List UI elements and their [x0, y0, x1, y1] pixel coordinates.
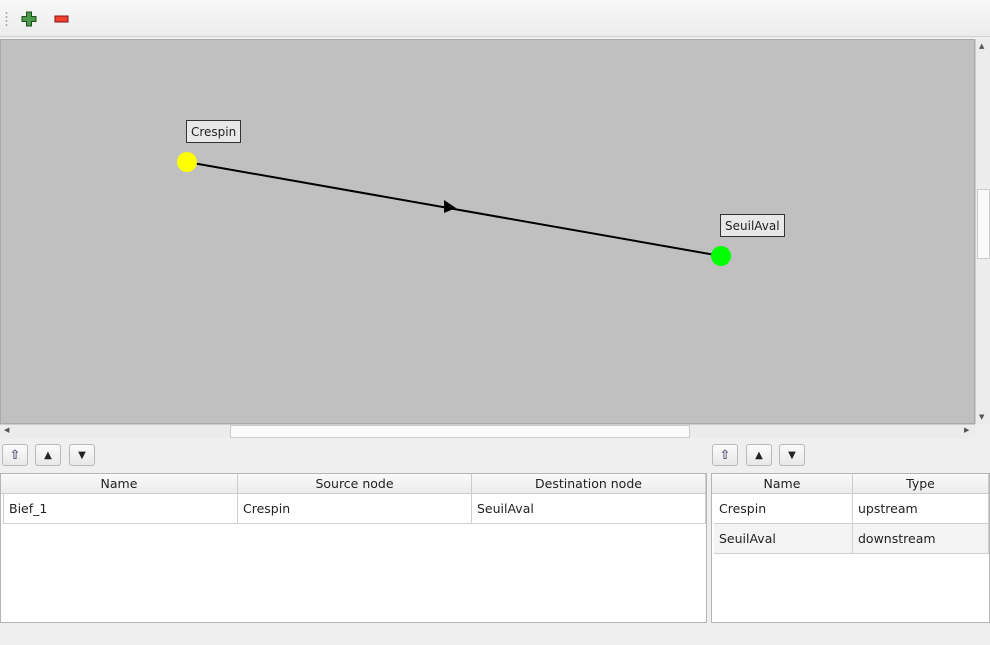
arrow-down-icon: ▼ [78, 449, 86, 461]
nodes-move-up-button[interactable]: ▲ [746, 444, 772, 466]
plus-icon [21, 11, 37, 27]
sort-icon: ⇧ [719, 447, 731, 463]
table-cell[interactable]: upstream [853, 494, 989, 524]
column-header-name[interactable]: Name [712, 474, 853, 494]
toolbar-grip[interactable] [5, 11, 8, 27]
arrow-down-icon: ▼ [788, 449, 796, 461]
node-crespin[interactable] [177, 152, 197, 172]
network-canvas[interactable]: Crespin SeuilAval [0, 39, 975, 424]
column-header-destination[interactable]: Destination node [472, 474, 706, 494]
table-cell[interactable]: Bief_1 [3, 494, 238, 524]
move-up-button[interactable]: ▲ [35, 444, 61, 466]
scroll-left-icon[interactable]: ◀ [4, 426, 10, 434]
move-down-button[interactable]: ▼ [69, 444, 95, 466]
column-header-type[interactable]: Type [853, 474, 989, 494]
scroll-up-icon[interactable]: ▲ [979, 42, 985, 50]
sort-button[interactable]: ⇧ [2, 444, 28, 466]
vertical-scrollbar[interactable]: ▲ ▼ [975, 39, 990, 424]
horizontal-scrollbar[interactable]: ◀ ▶ [0, 424, 975, 438]
table-cell[interactable]: Crespin [714, 494, 853, 524]
arrow-up-icon: ▲ [755, 449, 763, 461]
reach-edge[interactable] [186, 161, 722, 257]
table-cell[interactable]: SeuilAval [714, 524, 853, 554]
arrow-up-icon: ▲ [44, 449, 52, 461]
scroll-right-icon[interactable]: ▶ [964, 426, 970, 434]
toolbar [0, 0, 990, 37]
table-cell[interactable]: SeuilAval [472, 494, 706, 524]
node-seuilaval[interactable] [711, 246, 731, 266]
reaches-table: Name Source node Destination node Bief_1… [0, 473, 707, 623]
direction-arrow-icon [444, 200, 456, 213]
scroll-down-icon[interactable]: ▼ [979, 413, 985, 421]
table-cell[interactable]: downstream [853, 524, 989, 554]
nodes-sort-button[interactable]: ⇧ [712, 444, 738, 466]
minus-icon [54, 15, 69, 23]
column-header-source[interactable]: Source node [238, 474, 472, 494]
node-label-crespin: Crespin [186, 120, 242, 143]
nodes-table: Name Type Crespin upstream SeuilAval dow… [711, 473, 990, 623]
table-cell[interactable]: Crespin [238, 494, 472, 524]
horizontal-scroll-thumb[interactable] [230, 425, 690, 438]
node-label-seuilaval: SeuilAval [720, 214, 785, 237]
nodes-move-down-button[interactable]: ▼ [779, 444, 805, 466]
column-header-name[interactable]: Name [1, 474, 238, 494]
remove-button[interactable] [51, 8, 73, 30]
vertical-scroll-thumb[interactable] [977, 189, 990, 259]
sort-icon: ⇧ [9, 447, 21, 463]
add-button[interactable] [18, 8, 40, 30]
